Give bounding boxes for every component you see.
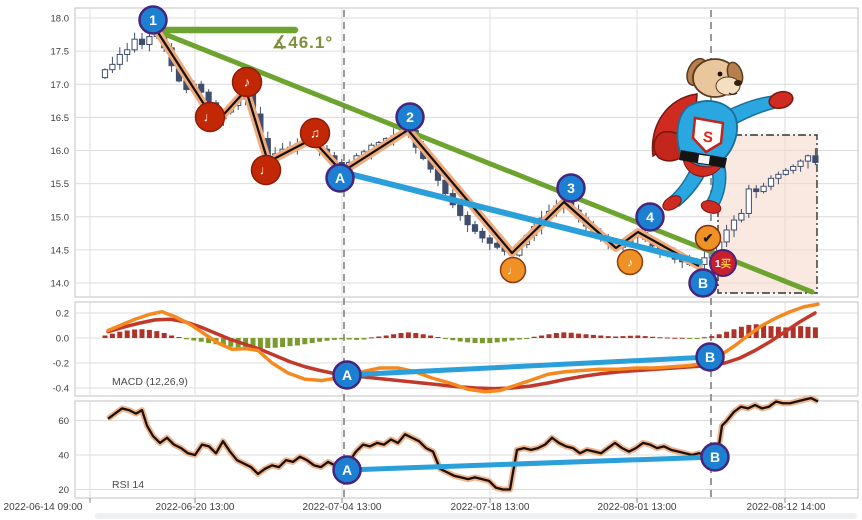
- svg-text:B: B: [710, 449, 720, 465]
- svg-text:15.0: 15.0: [51, 212, 70, 223]
- marker-B[interactable]: B: [688, 268, 718, 298]
- macd-label: MACD (12,26,9): [112, 376, 188, 388]
- svg-text:40: 40: [58, 451, 69, 462]
- zigzag-wave-glow: [153, 27, 703, 270]
- svg-text:♩: ♩: [260, 163, 273, 178]
- marker-4[interactable]: 4: [635, 202, 665, 232]
- marker-1[interactable]: 1: [138, 5, 168, 35]
- marker-♩[interactable]: ♩: [194, 101, 226, 133]
- marker-B[interactable]: B: [695, 342, 725, 372]
- marker-1买[interactable]: 1买: [709, 249, 737, 277]
- svg-text:0.0: 0.0: [56, 334, 69, 345]
- macd-histogram: [102, 324, 818, 349]
- marker-B[interactable]: B: [700, 442, 730, 472]
- svg-text:60: 60: [58, 416, 69, 427]
- trendline-blue-AB[interactable]: [339, 169, 703, 265]
- svg-text:4: 4: [646, 209, 654, 225]
- svg-text:14.0: 14.0: [51, 279, 70, 290]
- rsi-trendline-AB[interactable]: [344, 454, 718, 473]
- marker-3[interactable]: 3: [556, 173, 586, 203]
- svg-text:A: A: [342, 367, 352, 383]
- superdog-mascot-icon: S: [651, 57, 794, 214]
- svg-text:♩: ♩: [507, 263, 519, 277]
- marker-A[interactable]: A: [325, 163, 355, 193]
- svg-text:B: B: [698, 275, 708, 291]
- svg-text:2022-07-18 13:00: 2022-07-18 13:00: [451, 502, 530, 513]
- svg-text:2022-06-14 09:00: 2022-06-14 09:00: [4, 502, 83, 513]
- svg-text:18.0: 18.0: [51, 14, 70, 25]
- svg-text:✔: ✔: [703, 231, 714, 246]
- svg-text:-0.4: -0.4: [53, 384, 69, 395]
- svg-text:16.0: 16.0: [51, 146, 70, 157]
- svg-text:15.5: 15.5: [51, 179, 70, 190]
- svg-text:♪: ♪: [244, 75, 251, 90]
- marker-♪[interactable]: ♪: [616, 248, 644, 276]
- marker-A[interactable]: A: [332, 455, 362, 485]
- rsi-label: RSI 14: [112, 479, 144, 491]
- svg-text:2022-07-04 13:00: 2022-07-04 13:00: [303, 502, 382, 513]
- svg-text:B: B: [705, 349, 715, 365]
- marker-♩[interactable]: ♩: [499, 256, 527, 284]
- svg-text:2022-08-12 14:00: 2022-08-12 14:00: [747, 502, 826, 513]
- svg-text:2: 2: [406, 109, 414, 125]
- svg-text:♫: ♫: [310, 126, 320, 141]
- marker-♩[interactable]: ♩: [250, 154, 282, 186]
- svg-text:1: 1: [149, 12, 157, 28]
- svg-text:17.5: 17.5: [51, 47, 70, 58]
- svg-text:A: A: [342, 462, 352, 478]
- svg-text:♩: ♩: [204, 110, 217, 125]
- svg-text:1买: 1买: [715, 258, 732, 270]
- svg-text:S: S: [702, 129, 714, 147]
- svg-text:A: A: [335, 170, 345, 186]
- svg-text:0.2: 0.2: [56, 309, 69, 320]
- marker-♪[interactable]: ♪: [231, 66, 263, 98]
- horizontal-scrollbar[interactable]: [95, 513, 857, 519]
- svg-text:2022-08-01 13:00: 2022-08-01 13:00: [598, 502, 677, 513]
- svg-text:14.5: 14.5: [51, 245, 70, 256]
- svg-text:2022-06-20 13:00: 2022-06-20 13:00: [156, 502, 235, 513]
- marker-2[interactable]: 2: [395, 102, 425, 132]
- svg-text:-0.2: -0.2: [53, 359, 69, 370]
- angle-annotation: ∡46.1°: [272, 33, 333, 52]
- svg-text:3: 3: [567, 180, 575, 196]
- marker-A[interactable]: A: [332, 360, 362, 390]
- annotation-markers: 1 2 A 3 4 B ♩ ♪ ♩ ♫ ♩ ♪ ✔1买 A B A B: [138, 5, 737, 485]
- svg-text:♪: ♪: [627, 255, 633, 269]
- svg-text:20: 20: [58, 485, 69, 496]
- svg-text:16.5: 16.5: [51, 113, 70, 124]
- x-axis-labels: 2022-06-14 09:00 2022-06-20 13:00 2022-07-…: [4, 502, 826, 513]
- svg-text:17.0: 17.0: [51, 80, 70, 91]
- macd-trendline-AB[interactable]: [344, 354, 713, 378]
- marker-✔[interactable]: ✔: [694, 224, 722, 252]
- marker-♫[interactable]: ♫: [299, 117, 331, 149]
